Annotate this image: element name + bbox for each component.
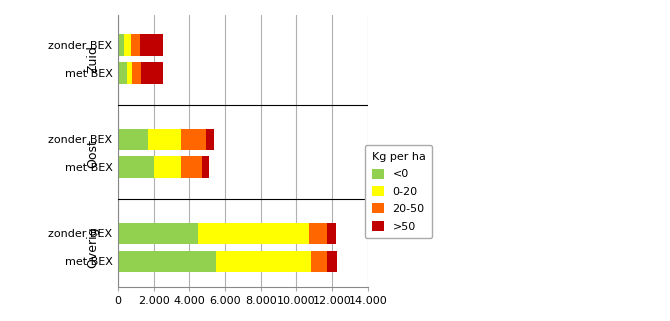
Bar bbox=[181, 156, 202, 178]
Bar bbox=[118, 62, 127, 83]
Bar bbox=[309, 223, 327, 244]
Bar bbox=[118, 223, 198, 244]
Text: Oost: Oost bbox=[86, 139, 100, 168]
Bar bbox=[198, 223, 309, 244]
Bar bbox=[118, 251, 216, 272]
Bar bbox=[149, 128, 181, 150]
Bar bbox=[206, 128, 214, 150]
Bar bbox=[202, 156, 209, 178]
Bar bbox=[311, 251, 327, 272]
Bar bbox=[327, 223, 336, 244]
Bar bbox=[118, 128, 149, 150]
Bar bbox=[139, 34, 163, 56]
Bar bbox=[118, 156, 154, 178]
Legend: <0, 0-20, 20-50, >50: <0, 0-20, 20-50, >50 bbox=[365, 145, 432, 238]
Bar bbox=[141, 62, 163, 83]
Text: Overig: Overig bbox=[86, 227, 100, 268]
Bar bbox=[131, 34, 139, 56]
Bar bbox=[327, 251, 338, 272]
Bar bbox=[133, 62, 141, 83]
Bar bbox=[118, 34, 123, 56]
Text: Zuid: Zuid bbox=[86, 45, 100, 73]
Bar bbox=[154, 156, 181, 178]
Bar bbox=[181, 128, 206, 150]
Bar bbox=[216, 251, 311, 272]
Bar bbox=[127, 62, 133, 83]
Bar bbox=[123, 34, 131, 56]
